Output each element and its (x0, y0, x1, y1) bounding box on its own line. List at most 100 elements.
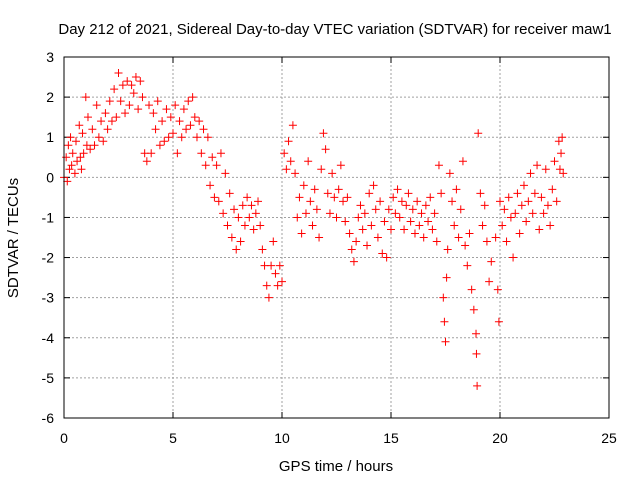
data-point (325, 209, 334, 218)
data-point (254, 197, 263, 206)
x-tick-label: 5 (169, 430, 177, 446)
data-point (221, 169, 230, 178)
data-point (275, 261, 284, 270)
data-point (232, 245, 241, 254)
data-point (103, 125, 112, 134)
y-tick-label: 3 (46, 49, 54, 65)
data-point (548, 185, 557, 194)
data-point (539, 209, 548, 218)
data-point (535, 225, 544, 234)
data-point (387, 225, 395, 234)
data-point (472, 329, 481, 338)
data-point (448, 197, 457, 206)
data-point (546, 221, 555, 230)
data-point (169, 129, 177, 138)
data-point (308, 221, 317, 230)
data-point (155, 141, 164, 150)
data-point (121, 109, 130, 118)
data-point (284, 137, 293, 146)
data-point (258, 245, 267, 254)
data-point (400, 225, 409, 234)
data-point (73, 157, 82, 166)
data-point (543, 201, 552, 210)
data-point (408, 205, 417, 214)
data-points (60, 69, 568, 390)
data-point (530, 189, 539, 198)
x-tick-label: 0 (60, 430, 68, 446)
data-point (506, 213, 515, 222)
data-point (339, 197, 348, 206)
data-point (421, 201, 430, 210)
data-point (496, 197, 504, 206)
data-point (81, 93, 90, 102)
data-point (443, 245, 452, 254)
data-point (147, 149, 156, 158)
data-point (511, 209, 520, 218)
data-point (558, 133, 567, 142)
data-point (273, 281, 282, 290)
data-point (445, 169, 454, 178)
data-point (417, 209, 426, 218)
data-point (297, 229, 306, 238)
data-point (107, 117, 116, 126)
data-point (114, 69, 123, 78)
data-point (67, 161, 76, 170)
y-tick-label: -5 (42, 370, 55, 386)
data-point (493, 285, 502, 294)
data-point (145, 101, 154, 110)
data-point (188, 93, 197, 102)
data-point (79, 149, 88, 158)
data-point (182, 125, 191, 134)
data-point (295, 193, 304, 202)
data-point (212, 161, 221, 170)
data-point (92, 101, 101, 110)
data-point (356, 201, 365, 210)
data-point (206, 181, 215, 190)
data-point (480, 201, 489, 210)
data-point (550, 157, 559, 166)
data-point (402, 201, 411, 210)
data-point (99, 137, 108, 146)
x-tick-label: 25 (601, 430, 617, 446)
x-tick-label: 10 (274, 430, 290, 446)
data-point (240, 221, 249, 230)
data-point (216, 149, 225, 158)
x-axis-label: GPS time / hours (279, 458, 393, 475)
data-point (288, 121, 297, 130)
data-point (123, 77, 132, 86)
data-point (142, 157, 151, 166)
data-point (86, 145, 95, 154)
data-point (151, 125, 160, 134)
y-tick-label: -4 (42, 330, 55, 346)
data-point (312, 205, 321, 214)
data-point (341, 217, 350, 226)
data-point (269, 237, 278, 246)
data-point (323, 189, 332, 198)
data-point (432, 237, 441, 246)
data-point (262, 281, 271, 290)
data-point (391, 209, 400, 218)
data-point (64, 141, 73, 150)
data-point (210, 193, 219, 202)
data-point (517, 201, 526, 210)
data-point (515, 229, 524, 238)
data-point (166, 113, 175, 122)
data-point (476, 189, 485, 198)
data-point (473, 381, 482, 390)
data-point (149, 109, 158, 118)
data-point (498, 221, 507, 230)
data-point (469, 305, 478, 314)
data-point (249, 225, 258, 234)
data-point (360, 209, 369, 218)
data-point (245, 213, 254, 222)
data-point (131, 73, 140, 82)
data-point (367, 221, 376, 230)
data-point (223, 221, 232, 230)
data-point (491, 233, 500, 242)
y-tick-label: -1 (42, 209, 55, 225)
data-point (179, 105, 188, 114)
data-point (267, 261, 276, 270)
data-point (280, 149, 289, 158)
data-point (528, 209, 537, 218)
